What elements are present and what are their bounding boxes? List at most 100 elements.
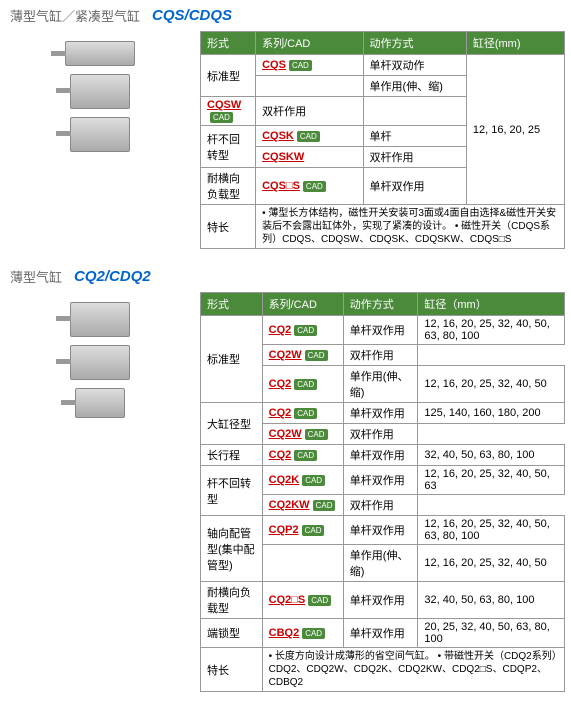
type-cell: 耐横向负载型 <box>201 582 263 619</box>
action-cell: 双杆作用 <box>343 424 418 445</box>
cad-icon[interactable]: CAD <box>308 595 331 606</box>
product-image-area <box>0 292 200 692</box>
series-cell: CQ2CAD <box>262 316 343 345</box>
table-row: 大缸径型CQ2CAD单杆双作用125, 140, 160, 180, 200 <box>201 403 565 424</box>
bore-cell: 12, 16, 20, 25, 32, 40, 50 <box>418 545 565 582</box>
type-cell: 杆不回转型 <box>201 466 263 516</box>
section-title: 薄型气缸／紧凑型气缸 <box>10 6 140 25</box>
col-action: 动作方式 <box>363 32 466 55</box>
table-row: 端锁型CBQ2CAD单杆双作用20, 25, 32, 40, 50, 63, 8… <box>201 619 565 648</box>
action-cell: 单杆双作用 <box>363 168 466 205</box>
action-cell: 单杆双作用 <box>343 403 418 424</box>
action-cell: 单杆双动作 <box>363 55 466 76</box>
col-series: 系列/CAD <box>256 32 363 55</box>
action-cell: 单作用(伸、缩) <box>343 545 418 582</box>
series-link[interactable]: CBQ2 <box>269 627 300 639</box>
series-cell <box>256 76 363 97</box>
action-cell: 双杆作用 <box>343 495 418 516</box>
bore-cell: 125, 140, 160, 180, 200 <box>418 403 565 424</box>
cylinder-illustration <box>65 41 135 66</box>
cad-icon[interactable]: CAD <box>303 181 326 192</box>
bore-cell: 32, 40, 50, 63, 80, 100 <box>418 582 565 619</box>
spec-table-cqs: 形式 系列/CAD 动作方式 缸径(mm) 标准型CQSCAD单杆双动作12, … <box>200 31 565 249</box>
section-model: CQS/CDQS <box>152 7 232 24</box>
col-bore: 缸径(mm) <box>466 32 564 55</box>
action-cell: 单杆双作用 <box>343 582 418 619</box>
series-cell: CQS□SCAD <box>256 168 363 205</box>
col-action: 动作方式 <box>343 293 418 316</box>
cad-icon[interactable]: CAD <box>210 112 233 123</box>
spec-table-cq2: 形式 系列/CAD 动作方式 缸径（mm） 标准型CQ2CAD单杆双作用12, … <box>200 292 565 692</box>
series-cell <box>262 545 343 582</box>
section-model: CQ2/CDQ2 <box>74 268 151 285</box>
action-cell: 单杆双作用 <box>343 619 418 648</box>
series-link[interactable]: CQ2 <box>269 378 292 390</box>
action-cell: 单杆双作用 <box>343 316 418 345</box>
series-link[interactable]: CQS <box>262 59 286 71</box>
series-link[interactable]: CQ2 <box>269 407 292 419</box>
action-cell: 单杆 <box>363 126 466 147</box>
series-cell: CQ2KCAD <box>262 466 343 495</box>
cad-icon[interactable]: CAD <box>313 500 336 511</box>
cad-icon[interactable]: CAD <box>294 408 317 419</box>
cad-icon[interactable]: CAD <box>294 379 317 390</box>
series-link[interactable]: CQ2KW <box>269 499 310 511</box>
cad-icon[interactable]: CAD <box>302 525 325 536</box>
cad-icon[interactable]: CAD <box>294 325 317 336</box>
series-link[interactable]: CQ2□S <box>269 594 306 606</box>
series-link[interactable]: CQ2W <box>269 428 302 440</box>
feature-label: 特长 <box>201 205 256 249</box>
cylinder-illustration <box>70 302 130 337</box>
section-header: 薄型气缸／紧凑型气缸 CQS/CDQS <box>0 0 571 31</box>
cad-icon[interactable]: CAD <box>302 475 325 486</box>
cad-icon[interactable]: CAD <box>305 350 328 361</box>
cad-icon[interactable]: CAD <box>289 60 312 71</box>
col-series: 系列/CAD <box>262 293 343 316</box>
table-row: 标准型CQSCAD单杆双动作12, 16, 20, 25 <box>201 55 565 76</box>
cad-icon[interactable]: CAD <box>305 429 328 440</box>
type-cell: 端锁型 <box>201 619 263 648</box>
series-cell: CQ2CAD <box>262 366 343 403</box>
series-link[interactable]: CQSK <box>262 130 294 142</box>
series-link[interactable]: CQ2K <box>269 474 300 486</box>
section-cq2: 薄型气缸 CQ2/CDQ2 形式 系列/CAD 动作方式 缸径（mm） 标准型C… <box>0 261 571 692</box>
table-row: 长行程CQ2CAD单杆双作用32, 40, 50, 63, 80, 100 <box>201 445 565 466</box>
feature-label: 特长 <box>201 648 263 692</box>
bore-cell: 12, 16, 20, 25, 32, 40, 50, 63, 80, 100 <box>418 516 565 545</box>
bore-cell: 20, 25, 32, 40, 50, 63, 80, 100 <box>418 619 565 648</box>
action-cell: 单作用(伸、缩) <box>343 366 418 403</box>
series-link[interactable]: CQSW <box>207 99 241 111</box>
action-cell: 双杆作用 <box>256 97 363 126</box>
bore-cell: 12, 16, 20, 25, 32, 40, 50 <box>418 366 565 403</box>
type-cell: 大缸径型 <box>201 403 263 445</box>
action-cell: 单杆双作用 <box>343 516 418 545</box>
cad-icon[interactable]: CAD <box>294 450 317 461</box>
feature-text: • 薄型长方体结构，磁性开关安装可3面或4面自由选择&磁性开关安装后不会露出缸体… <box>256 205 565 249</box>
action-cell: 单作用(伸、缩) <box>363 76 466 97</box>
type-cell: 标准型 <box>201 316 263 403</box>
series-cell: CQ2□SCAD <box>262 582 343 619</box>
section-title: 薄型气缸 <box>10 267 62 286</box>
series-cell: CQSCAD <box>256 55 363 76</box>
col-bore: 缸径（mm） <box>418 293 565 316</box>
series-link[interactable]: CQP2 <box>269 524 299 536</box>
series-cell: CBQ2CAD <box>262 619 343 648</box>
type-cell: 杆不回转型 <box>201 126 256 168</box>
series-link[interactable]: CQSKW <box>262 151 304 163</box>
series-cell: CQ2CAD <box>262 445 343 466</box>
bore-cell: 12, 16, 20, 25, 32, 40, 50, 63 <box>418 466 565 495</box>
type-cell: 标准型 <box>201 55 256 97</box>
col-type: 形式 <box>201 293 263 316</box>
series-link[interactable]: CQ2 <box>269 324 292 336</box>
series-link[interactable]: CQ2 <box>269 449 292 461</box>
cad-icon[interactable]: CAD <box>302 628 325 639</box>
series-cell: CQ2CAD <box>262 403 343 424</box>
series-link[interactable]: CQ2W <box>269 349 302 361</box>
series-cell: CQSWCAD <box>201 97 256 126</box>
action-cell: 单杆双作用 <box>343 466 418 495</box>
cylinder-illustration <box>75 388 125 418</box>
table-row: 标准型CQ2CAD单杆双作用12, 16, 20, 25, 32, 40, 50… <box>201 316 565 345</box>
series-link[interactable]: CQS□S <box>262 180 300 192</box>
cad-icon[interactable]: CAD <box>297 131 320 142</box>
cylinder-illustration <box>70 345 130 380</box>
